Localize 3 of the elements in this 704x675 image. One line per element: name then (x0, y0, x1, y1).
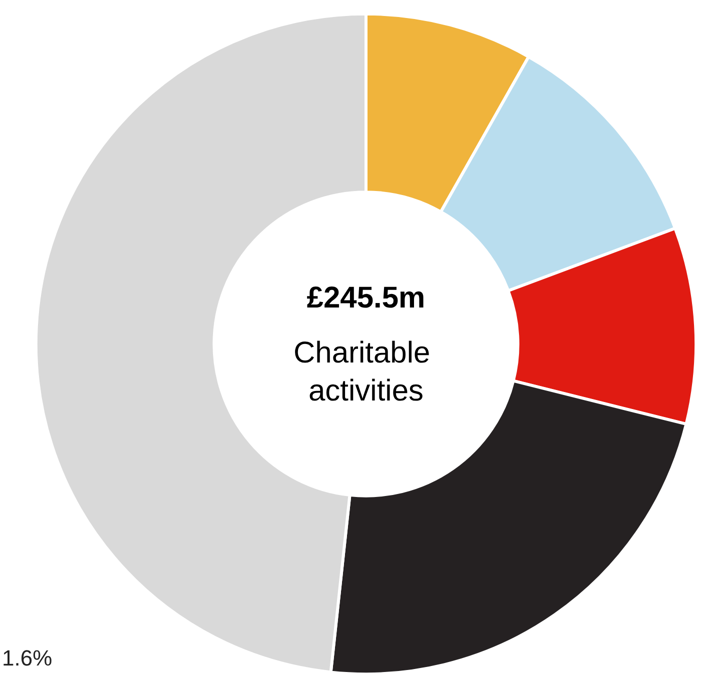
text: 1.6% (2, 646, 52, 670)
text: Charitable activities (293, 336, 439, 408)
text: £245.5m (306, 282, 426, 314)
